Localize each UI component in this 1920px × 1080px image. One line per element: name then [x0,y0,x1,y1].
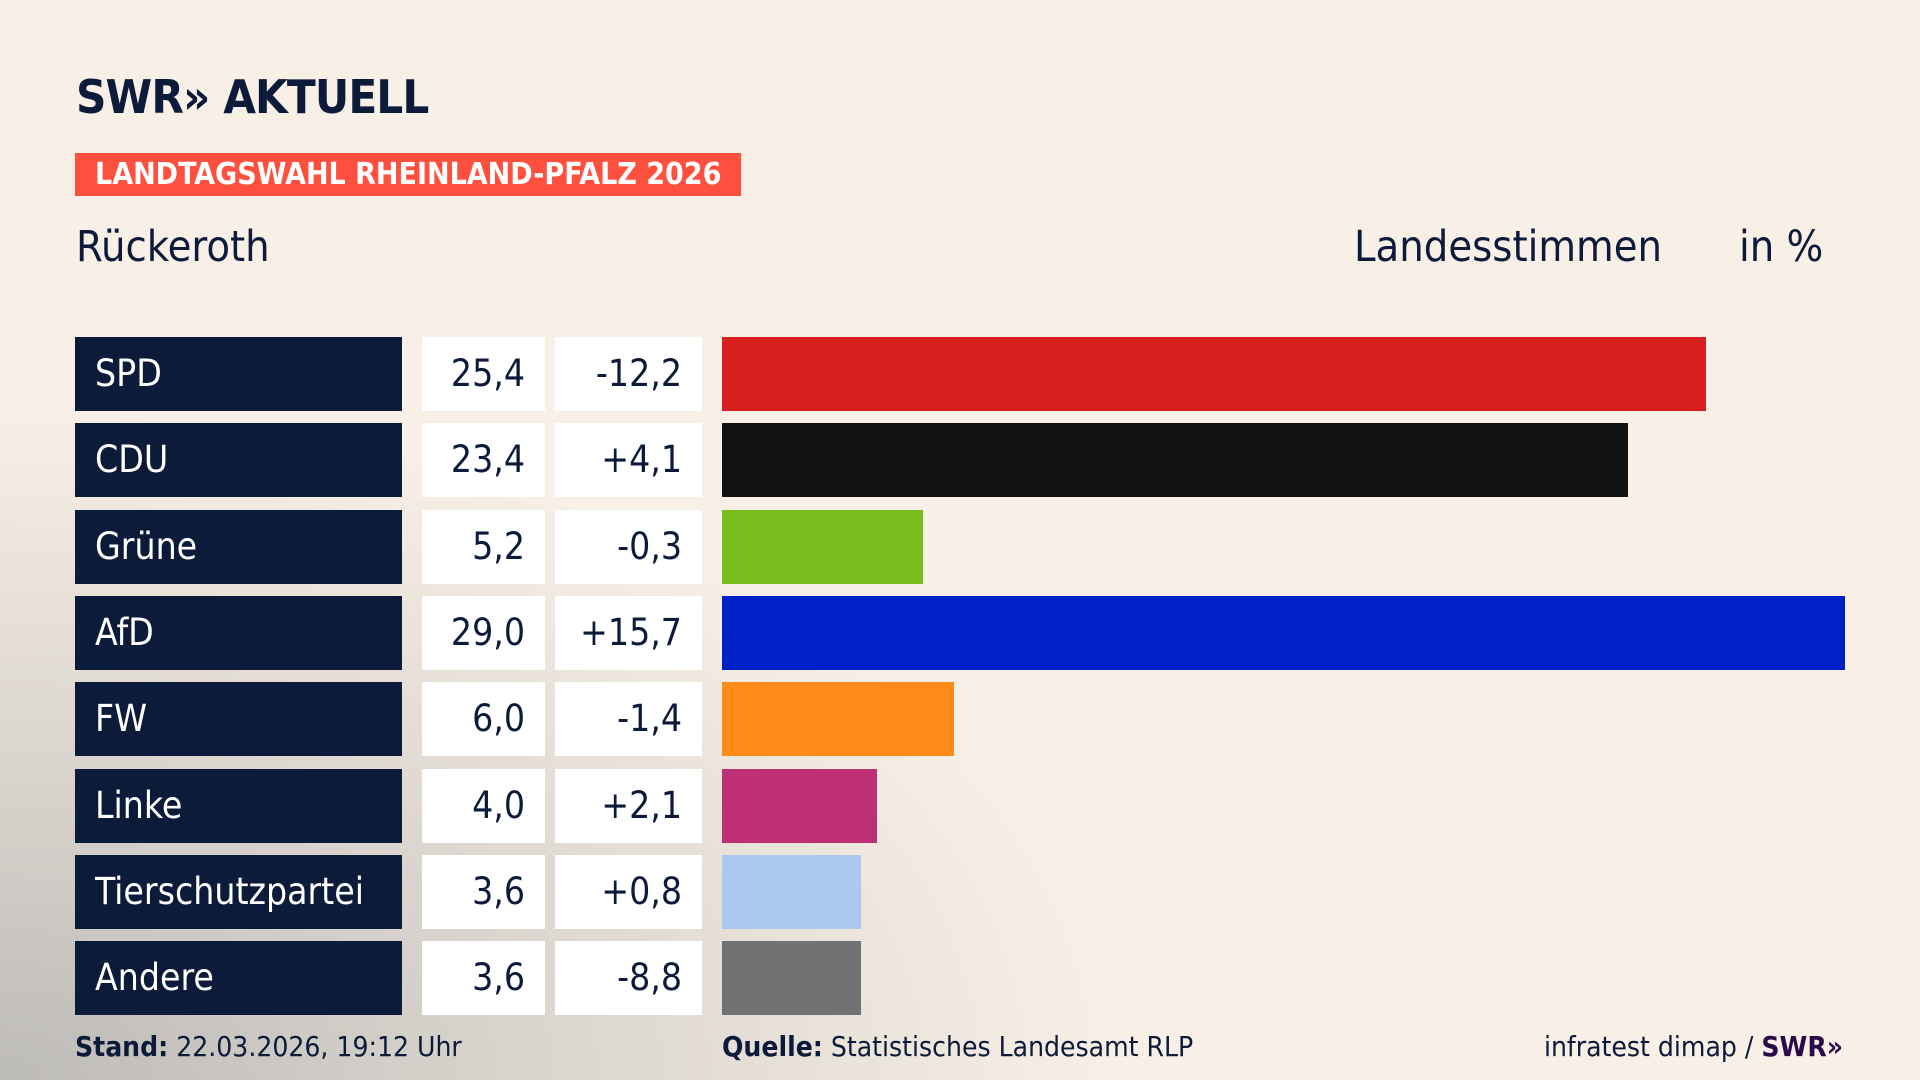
party-label: Tierschutzpartei [75,854,402,929]
vote-change-label: -1,4 [555,682,702,757]
vote-change-label: -0,3 [555,509,702,584]
party-bar [722,682,955,757]
party-label: Linke [75,768,402,843]
source-info: Quelle: Statistisches Landesamt RLP [722,1030,1193,1063]
party-bar [722,595,1845,670]
swr-small-logo: SWR» [1761,1030,1843,1063]
party-label: SPD [75,337,402,411]
vote-change-label: +2,1 [555,768,702,843]
party-label: CDU [75,423,402,498]
party-bar [722,854,862,929]
party-label: Andere [75,941,402,1016]
vote-change-label: +15,7 [555,595,702,670]
vote-share-label: 3,6 [422,941,545,1016]
region-title: Rückeroth [76,222,270,272]
party-label: Grüne [75,509,402,584]
party-bar [722,423,1629,498]
election-banner: LANDTAGSWAHL RHEINLAND-PFALZ 2026 [75,153,742,196]
vote-share-label: 3,6 [422,854,545,929]
vote-share-label: 25,4 [422,337,545,411]
stand-info: Stand: 22.03.2026, 19:12 Uhr [75,1030,462,1063]
vote-change-label: +0,8 [555,854,702,929]
vote-share-label: 29,0 [422,595,545,670]
source-label: Quelle: [722,1030,823,1063]
credit-text: infratest dimap / [1543,1030,1754,1063]
party-bar [722,768,877,843]
unit-label: in % [1739,222,1824,272]
party-label: AfD [75,595,402,670]
vote-share-label: 6,0 [422,682,545,757]
source-value: Statistisches Landesamt RLP [830,1030,1194,1063]
credit-info: infratest dimap / SWR» [1544,1030,1843,1063]
party-label: FW [75,682,402,757]
party-bar [722,941,862,1016]
vote-share-label: 23,4 [422,423,545,498]
stand-value: 22.03.2026, 19:12 Uhr [176,1030,462,1063]
vote-share-label: 4,0 [422,768,545,843]
vote-change-label: +4,1 [555,423,702,498]
vote-share-label: 5,2 [422,509,545,584]
column-label: Landesstimmen [1354,222,1663,272]
vote-change-label: -12,2 [555,337,702,411]
party-bar [722,337,1706,411]
swr-aktuell-logo: SWR» AKTUELL [76,70,429,124]
party-bar [722,509,924,584]
stand-label: Stand: [75,1030,169,1063]
vote-change-label: -8,8 [555,941,702,1016]
